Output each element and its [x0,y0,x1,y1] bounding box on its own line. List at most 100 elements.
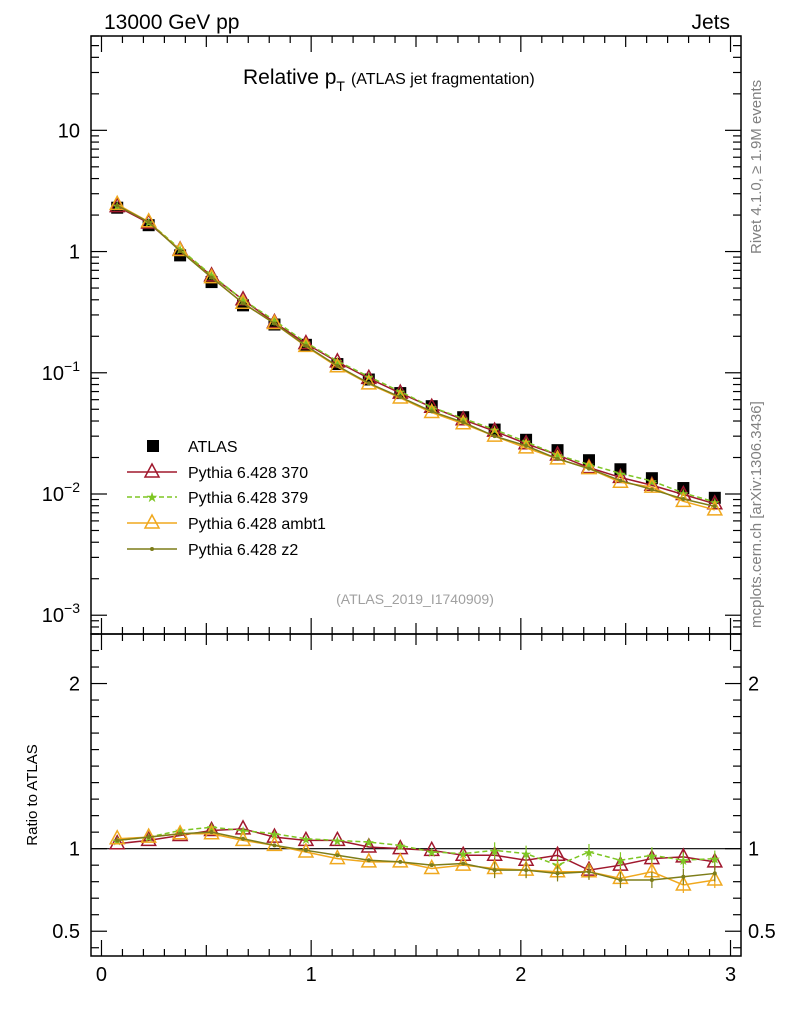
main-point [297,334,315,350]
main-point [234,293,252,309]
ratio-point: ★ [300,832,312,847]
ratio-point: ★ [426,845,438,860]
main-point: ★ [269,313,281,328]
ratio-point: ★ [332,833,344,848]
ratio-series-line [117,831,715,881]
main-point [524,443,529,448]
ratio-point [492,868,497,873]
main-point [115,203,120,208]
ratio-point: ★ [206,820,218,835]
main-point [643,477,661,493]
ratio-y-tick-label: 2 [69,674,80,696]
main-point: ★ [583,458,595,473]
ratio-point [241,836,246,841]
ratio-point: ★ [457,847,469,862]
main-point [712,504,717,509]
main-series-line [116,204,715,508]
ratio-point [649,878,654,883]
ratio-y-tick-label-right: 0.5 [748,921,776,943]
main-y-tick-label: 10 [58,120,80,142]
main-point: ★ [332,354,344,369]
main-point [454,414,472,430]
ratio-point [140,830,157,847]
main-point [555,456,560,461]
header-left: 13000 GeV pp [104,11,239,34]
legend-entry-370: Pythia 6.428 370 [127,462,308,482]
main-y-tick-label: 1 [69,242,80,264]
ratio-point [272,843,277,848]
x-tick-label: 1 [306,964,317,986]
main-point [108,194,126,211]
main-series-atlas [111,201,721,504]
main-point [241,301,246,306]
main-point [461,420,466,425]
main-point: ★ [552,448,564,463]
main-point [209,275,214,280]
ratio-y-tick-label-right: 2 [748,674,759,696]
ratio-point: ★ [489,843,501,858]
main-point: ★ [457,411,469,426]
ratio-point [360,837,378,853]
side-mcplots-text: mcplots.cern.ch [arXiv:1306.3436] [748,401,765,628]
side-rivet-text: Rivet 4.1.0, ≥ 1.9M events [748,80,765,254]
ratio-y-label: Ratio to ATLAS [24,744,41,845]
legend-entry-ambt1: Pythia 6.428 ambt1 [127,513,326,533]
main-y-tick-label: 10−2 [42,479,80,506]
ratio-series-line [117,826,715,866]
ratio-series-pythia-6-428-370 [108,819,724,879]
main-point [618,478,623,483]
ratio-point [398,859,403,864]
main-series-line [116,204,715,503]
main-y-tick-label: 10−1 [42,358,80,385]
main-point [303,343,308,348]
main-point [329,357,346,373]
legend-entry-atlas: ATLAS [147,439,238,456]
ratio-point: ★ [583,845,595,860]
ratio-point [266,827,283,843]
ratio-point [329,848,346,865]
ratio-point [675,875,692,891]
ratio-point [108,834,126,850]
ratio-panel-frame [90,633,742,957]
main-series-pythia-6-428-370 [108,196,724,510]
main-series-group: ★★★★★★★★★★★★★★★★★★★★ [108,194,724,516]
main-series-pythia-6-428-z2 [115,203,717,509]
svg-text:Pythia 6.428 379: Pythia 6.428 379 [188,490,308,507]
ratio-point [115,838,120,843]
main-point [108,196,126,213]
analysis-watermark: (ATLAS_2019_I1740909) [336,591,494,607]
main-point: ★ [646,474,658,489]
ratio-point [203,820,220,837]
main-point [429,409,434,414]
ratio-point: ★ [646,848,658,863]
main-point [706,500,724,516]
ratio-y-tick-label-right: 1 [748,839,759,861]
main-y-tick-label: 10−3 [42,600,80,627]
ratio-point [618,878,623,883]
ratio-point [108,829,126,845]
ratio-point [209,830,214,835]
legend: ATLAS Pythia 6.428 370 ★ Pythia 6.428 37… [127,439,326,559]
star-marker-icon: ★ [146,489,159,505]
ratio-point [303,848,308,853]
ratio-point [586,869,591,874]
ratio-point [140,827,157,843]
ratio-point: ★ [520,847,532,862]
ratio-series-group: ★★★★★★★★★★★★★★★★★★★★ [108,819,724,893]
ratio-point [429,863,434,868]
main-point [203,267,220,284]
ratio-point: ★ [709,852,721,867]
main-point [272,321,277,326]
main-series-line [116,205,716,505]
main-point: ★ [520,435,532,450]
ratio-point: ★ [363,835,375,850]
main-point [649,487,654,492]
main-point: ★ [237,293,249,308]
ratio-point [366,858,371,863]
x-tick-label: 0 [96,964,107,986]
ratio-point [146,835,151,840]
ratio-y-tick-label: 0.5 [52,921,80,943]
ratio-point [681,874,686,879]
ratio-point [706,870,724,886]
